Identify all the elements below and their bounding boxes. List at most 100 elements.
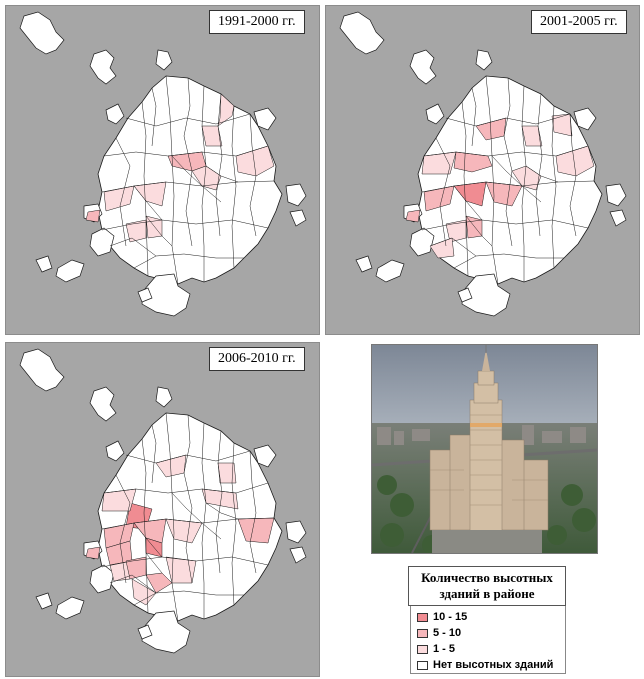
district-boundary xyxy=(249,113,257,237)
satellite-district xyxy=(609,209,627,227)
satellite-district xyxy=(375,259,405,283)
district-boundary xyxy=(461,101,469,277)
satellite-district xyxy=(155,386,173,408)
district-boundary xyxy=(115,474,131,584)
district-boundary xyxy=(453,253,564,269)
district-boundary xyxy=(183,77,193,247)
district-boundary xyxy=(445,113,571,127)
legend-item-label: Нет высотных зданий xyxy=(433,659,554,671)
satellite-district xyxy=(137,624,153,640)
district-boundary xyxy=(215,93,223,237)
satellite-district xyxy=(409,227,435,257)
period-label: 2006-2010 гг. xyxy=(209,347,305,371)
district-boundary xyxy=(551,105,557,269)
period-label: 1991-2000 гг. xyxy=(209,10,305,34)
district-boundary xyxy=(125,113,251,127)
district-boundary xyxy=(109,237,157,257)
satellite-district xyxy=(289,546,307,564)
district-boundary xyxy=(171,492,222,540)
district-boundary xyxy=(205,502,239,520)
district-boundary xyxy=(101,517,275,530)
shaded-district xyxy=(217,93,235,127)
legend-item-label: 5 - 10 xyxy=(433,627,462,639)
satellite-district xyxy=(409,49,437,85)
shaded-district xyxy=(511,165,542,191)
satellite-district xyxy=(457,287,473,303)
district-boundary xyxy=(141,438,149,614)
shaded-district xyxy=(191,165,222,191)
district-boundary xyxy=(165,412,179,622)
district-boundary xyxy=(429,237,477,257)
district-boundary xyxy=(205,165,239,183)
district-boundary xyxy=(491,155,542,203)
satellite-district xyxy=(89,49,117,85)
district-boundary xyxy=(145,552,173,584)
district-boundary xyxy=(535,93,543,237)
satellite-district xyxy=(19,11,65,55)
district-boundary xyxy=(141,101,149,277)
district-boundary xyxy=(201,85,207,282)
moscow-districts-map xyxy=(339,11,627,317)
shaded-district xyxy=(201,125,223,147)
district-boundary xyxy=(133,522,163,558)
legend-item-label: 1 - 5 xyxy=(433,643,456,655)
legend: Количество высотных зданий в районе 10 -… xyxy=(408,566,568,676)
district-boundary xyxy=(133,185,163,221)
satellite-district xyxy=(55,596,85,620)
district-boundary xyxy=(525,165,559,183)
satellite-district xyxy=(253,444,277,468)
period-label: 2001-2005 гг. xyxy=(531,10,627,34)
satellite-district xyxy=(355,255,373,273)
satellite-district xyxy=(425,103,445,125)
moscow-districts-map xyxy=(19,11,307,317)
district-boundary xyxy=(421,219,589,231)
satellite-district xyxy=(285,183,307,207)
district-boundary xyxy=(503,77,513,247)
map-panel-2001-2005: 2001-2005 гг. xyxy=(325,5,640,335)
legend-title-line-2: зданий в районе xyxy=(439,586,535,601)
district-boundary xyxy=(215,430,223,574)
legend-title-line-1: Количество высотных xyxy=(421,570,553,585)
satellite-district xyxy=(155,49,173,71)
district-boundary xyxy=(231,442,237,606)
legend-swatch xyxy=(417,660,428,670)
district-boundary xyxy=(151,424,157,484)
district-boundary xyxy=(569,113,577,237)
map-panel-2006-2010: 2006-2010 гг. xyxy=(5,342,320,677)
satellite-district xyxy=(573,107,597,131)
satellite-district xyxy=(137,287,153,303)
high-rise-building-photo xyxy=(371,344,598,554)
satellite-district xyxy=(475,49,493,71)
satellite-district xyxy=(89,227,115,257)
shaded-district xyxy=(131,578,157,606)
district-boundary xyxy=(103,482,269,494)
satellite-district xyxy=(35,255,53,273)
shaded-district xyxy=(405,209,421,223)
satellite-district xyxy=(89,386,117,422)
legend-item: 5 - 10 xyxy=(417,626,461,640)
legend-item: Нет высотных зданий xyxy=(417,658,553,672)
shaded-district xyxy=(551,113,573,137)
district-boundary xyxy=(171,155,222,203)
district-boundary xyxy=(435,137,451,247)
district-boundary xyxy=(453,185,483,221)
district-boundary xyxy=(423,145,589,157)
district-boundary xyxy=(101,219,269,231)
satellite-district xyxy=(289,209,307,227)
legend-item: 1 - 5 xyxy=(417,642,455,656)
district-boundary xyxy=(133,253,244,269)
legend-swatch xyxy=(417,612,428,622)
satellite-district xyxy=(105,103,125,125)
district-boundary xyxy=(183,414,193,584)
shaded-district xyxy=(217,462,237,484)
shaded-district xyxy=(125,219,147,243)
district-boundary xyxy=(133,590,244,606)
satellite-district xyxy=(105,440,125,462)
district-boundary xyxy=(145,215,173,247)
district-boundary xyxy=(109,574,157,594)
district-boundary xyxy=(125,450,251,464)
district-boundary xyxy=(103,145,269,157)
district-boundary xyxy=(421,180,595,193)
district-boundary xyxy=(165,75,179,285)
district-boundary xyxy=(471,87,477,147)
